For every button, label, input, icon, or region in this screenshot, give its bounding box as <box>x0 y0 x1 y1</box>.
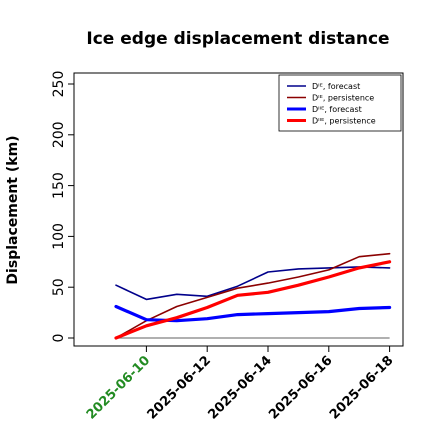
y-tick-label: 0 <box>51 334 67 343</box>
legend: Dᴵᴱ, forecast Dᴵᴱ, persistence Dᴵᴵᴱ, forec… <box>278 74 402 132</box>
series-group <box>114 252 392 340</box>
y-tick-label: 100 <box>51 223 67 250</box>
legend-label: Dᴵᴵᴱ, persistence <box>312 117 376 126</box>
x-tick-label: 2025-06-14 <box>205 353 274 422</box>
y-axis: 0 50 100 150 200 250 <box>51 71 75 343</box>
series-line-2 <box>115 252 391 339</box>
series-line-1 <box>115 266 391 301</box>
series-line-3 <box>114 304 392 323</box>
y-tick-label: 50 <box>51 278 67 296</box>
x-tick-label: 2025-06-18 <box>327 353 396 422</box>
x-tick-label: 2025-06-16 <box>266 353 335 422</box>
y-axis-label: Displacement (km) <box>5 135 21 284</box>
y-tick-label: 150 <box>51 172 67 199</box>
legend-label: Dᴵᴵᴱ, forecast <box>312 105 362 114</box>
y-tick-label: 200 <box>51 121 67 148</box>
series-line-4 <box>114 260 392 340</box>
chart-title: Ice edge displacement distance <box>86 29 389 49</box>
x-tick-label: 2025-06-12 <box>145 353 214 422</box>
x-tick-label: 2025-06-10 <box>84 353 153 422</box>
y-tick-label: 250 <box>51 71 67 98</box>
legend-label: Dᴵᴱ, persistence <box>312 94 374 103</box>
legend-label: Dᴵᴱ, forecast <box>312 82 360 91</box>
x-axis: 2025-06-102025-06-122025-06-142025-06-16… <box>84 345 396 423</box>
